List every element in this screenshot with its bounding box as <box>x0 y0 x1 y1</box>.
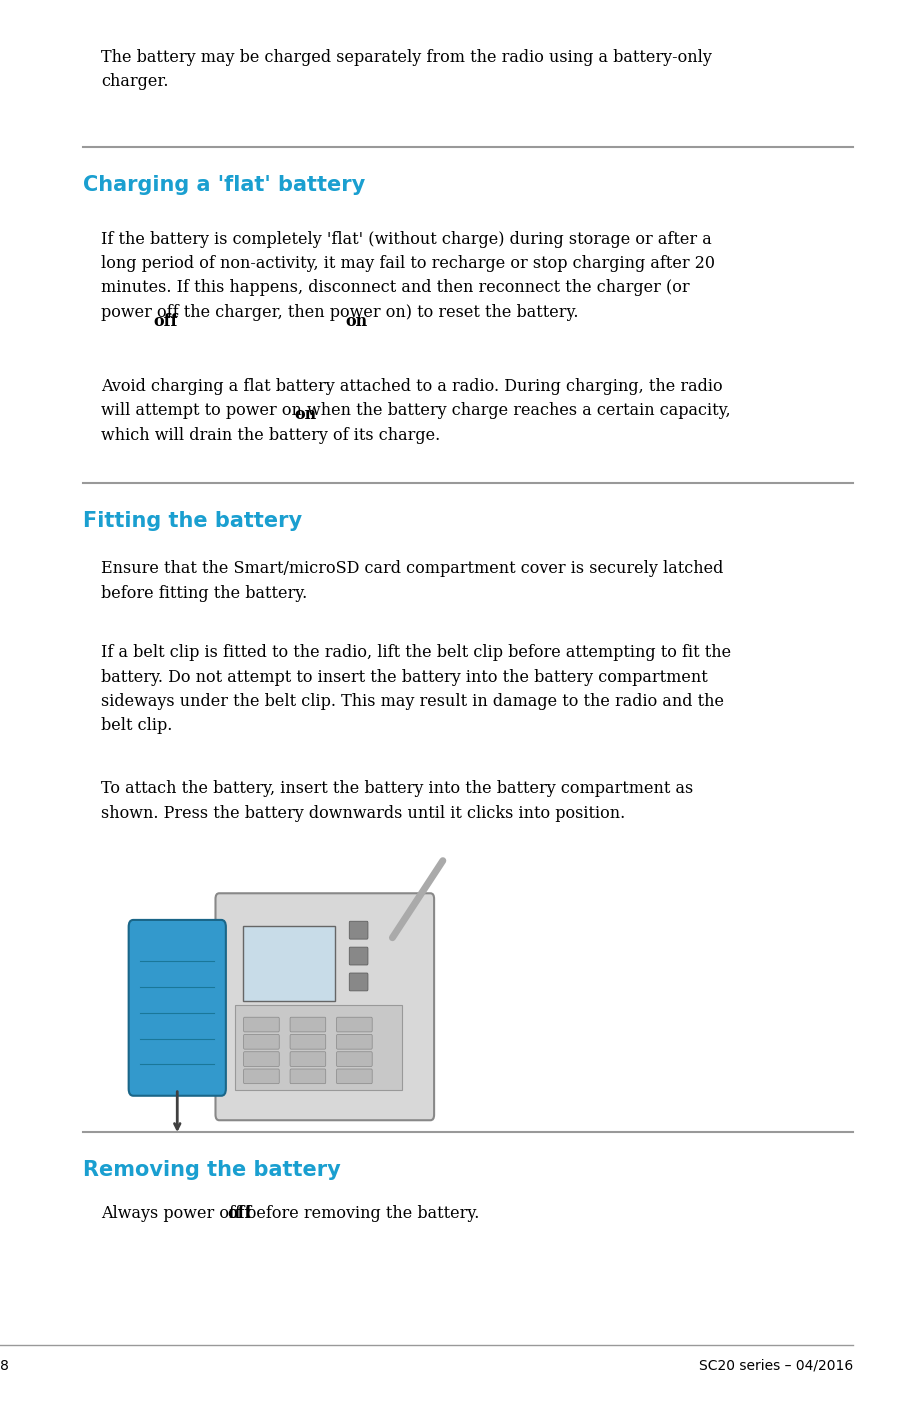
FancyBboxPatch shape <box>235 1006 402 1090</box>
Text: SC20 series – 04/2016: SC20 series – 04/2016 <box>699 1359 853 1373</box>
Text: 8: 8 <box>0 1359 9 1373</box>
FancyBboxPatch shape <box>290 1034 326 1049</box>
Text: To attach the battery, insert the battery into the battery compartment as
shown.: To attach the battery, insert the batter… <box>101 780 693 821</box>
FancyBboxPatch shape <box>337 1017 372 1033</box>
Text: If a belt clip is fitted to the radio, lift the belt clip before attempting to f: If a belt clip is fitted to the radio, l… <box>101 644 731 734</box>
Text: Fitting the battery: Fitting the battery <box>83 511 302 531</box>
Text: Avoid charging a flat battery attached to a radio. During charging, the radio
wi: Avoid charging a flat battery attached t… <box>101 378 731 444</box>
FancyBboxPatch shape <box>337 1052 372 1066</box>
Text: Always power off before removing the battery.: Always power off before removing the bat… <box>101 1205 480 1222</box>
FancyBboxPatch shape <box>349 922 368 939</box>
FancyBboxPatch shape <box>244 1034 280 1049</box>
FancyBboxPatch shape <box>337 1034 372 1049</box>
Text: Ensure that the Smart/microSD card compartment cover is securely latched
before : Ensure that the Smart/microSD card compa… <box>101 560 724 601</box>
Text: Removing the battery: Removing the battery <box>83 1160 340 1180</box>
FancyBboxPatch shape <box>290 1052 326 1066</box>
Text: off: off <box>227 1205 252 1222</box>
FancyBboxPatch shape <box>337 1069 372 1084</box>
FancyBboxPatch shape <box>290 1069 326 1084</box>
Text: off: off <box>153 314 178 331</box>
FancyBboxPatch shape <box>349 972 368 991</box>
FancyBboxPatch shape <box>243 926 335 1000</box>
FancyBboxPatch shape <box>244 1069 280 1084</box>
FancyBboxPatch shape <box>244 1052 280 1066</box>
Text: Charging a 'flat' battery: Charging a 'flat' battery <box>83 175 365 195</box>
FancyBboxPatch shape <box>215 894 434 1121</box>
FancyBboxPatch shape <box>244 1017 280 1033</box>
Text: on: on <box>346 314 368 331</box>
FancyBboxPatch shape <box>349 947 368 965</box>
FancyBboxPatch shape <box>128 920 226 1096</box>
FancyBboxPatch shape <box>290 1017 326 1033</box>
Text: The battery may be charged separately from the radio using a battery-only
charge: The battery may be charged separately fr… <box>101 49 712 90</box>
Text: on: on <box>294 406 316 423</box>
Text: If the battery is completely 'flat' (without charge) during storage or after a
l: If the battery is completely 'flat' (wit… <box>101 231 715 321</box>
